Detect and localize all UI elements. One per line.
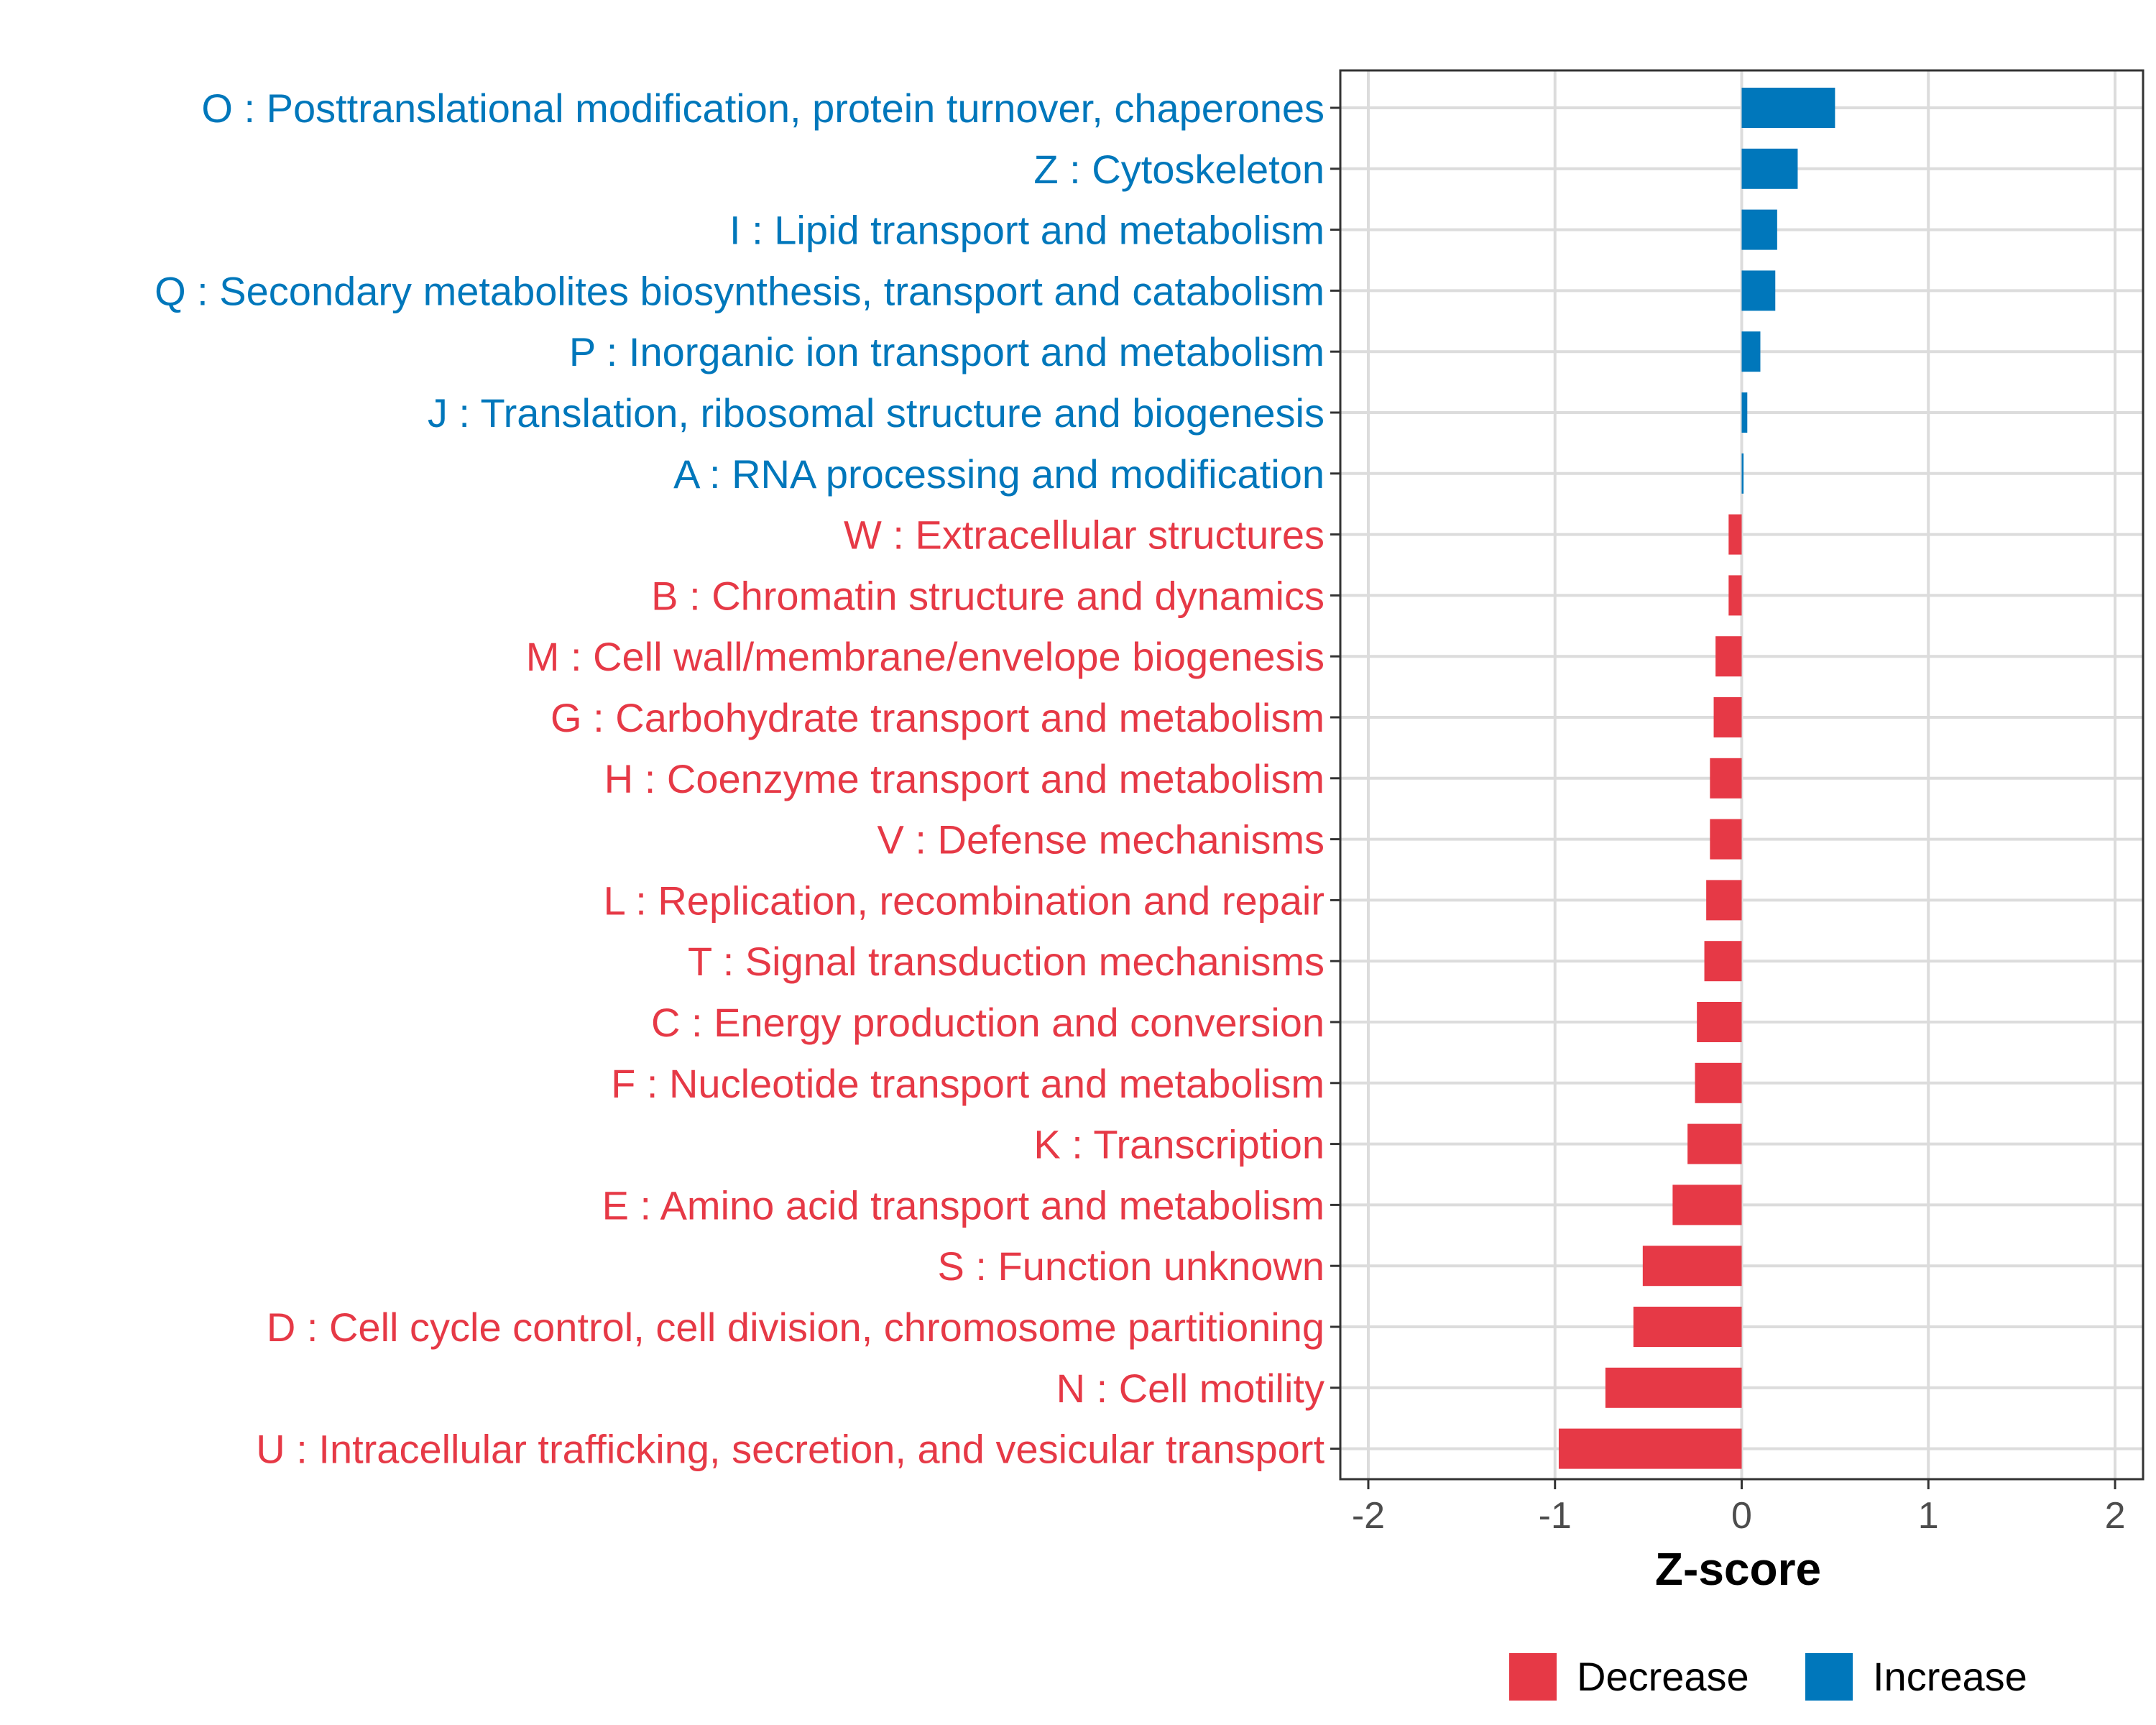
x-tick-label: -2 (1352, 1495, 1385, 1537)
category-label: L : Replication, recombination and repai… (604, 878, 1325, 923)
category-label: M : Cell wall/membrane/envelope biogenes… (526, 634, 1325, 679)
bar (1728, 514, 1742, 555)
category-label: D : Cell cycle control, cell division, c… (267, 1305, 1325, 1350)
bar (1687, 1123, 1742, 1164)
category-label: J : Translation, ribosomal structure and… (428, 390, 1325, 436)
bar (1695, 1062, 1742, 1103)
x-tick-label: 2 (2105, 1495, 2126, 1537)
legend-label: Increase (1873, 1654, 2027, 1699)
category-label: U : Intracellular trafficking, secretion… (256, 1427, 1325, 1472)
category-label: N : Cell motility (1056, 1366, 1325, 1411)
bars (1558, 88, 1835, 1469)
legend: Decrease Increase (1509, 1653, 2027, 1701)
bar (1728, 575, 1742, 616)
x-axis-ticks: -2 -1 0 1 2 (1352, 1479, 2126, 1537)
bar (1605, 1367, 1742, 1408)
x-tick-label: 1 (1918, 1495, 1939, 1537)
category-label: B : Chromatin structure and dynamics (651, 573, 1325, 618)
bar (1706, 880, 1742, 921)
bar (1741, 331, 1761, 372)
bar (1741, 88, 1835, 128)
legend-swatch (1509, 1653, 1557, 1701)
legend-label: Decrease (1577, 1654, 1749, 1699)
bar (1672, 1184, 1742, 1225)
category-label: Z : Cytoskeleton (1033, 147, 1325, 192)
category-label: H : Coenzyme transport and metabolism (604, 756, 1325, 801)
bar (1697, 1002, 1742, 1042)
bar (1633, 1307, 1742, 1347)
category-label: P : Inorganic ion transport and metaboli… (569, 329, 1325, 374)
bar (1741, 392, 1748, 433)
bar (1710, 758, 1742, 799)
x-tick-label: -1 (1539, 1495, 1572, 1537)
bar (1710, 819, 1742, 860)
category-label: T : Signal transduction mechanisms (688, 939, 1325, 984)
bar (1715, 636, 1742, 677)
bar (1741, 148, 1798, 189)
bar (1558, 1428, 1742, 1469)
category-label: I : Lipid transport and metabolism (729, 208, 1325, 253)
bar (1642, 1246, 1742, 1287)
category-label: S : Function unknown (937, 1243, 1325, 1289)
category-label: E : Amino acid transport and metabolism (602, 1182, 1325, 1228)
bar (1713, 697, 1742, 737)
x-axis-title: Z-score (1655, 1543, 1821, 1595)
y-axis-ticks (1330, 106, 1340, 1450)
bar (1741, 209, 1777, 250)
category-label: Q : Secondary metabolites biosynthesis, … (155, 268, 1325, 313)
bar (1741, 270, 1776, 311)
legend-swatch (1805, 1653, 1853, 1701)
category-label: C : Energy production and conversion (651, 1000, 1325, 1045)
category-label: G : Carbohydrate transport and metabolis… (550, 695, 1325, 740)
category-label: F : Nucleotide transport and metabolism (611, 1061, 1325, 1106)
category-label: O : Posttranslational modification, prot… (201, 86, 1325, 131)
category-label: A : RNA processing and modification (673, 451, 1325, 497)
category-label: W : Extracellular structures (844, 512, 1325, 558)
bar (1741, 453, 1744, 494)
x-tick-label: 0 (1731, 1495, 1752, 1537)
category-labels: O : Posttranslational modification, prot… (155, 86, 1325, 1472)
category-label: V : Defense mechanisms (877, 817, 1325, 862)
category-label: K : Transcription (1033, 1122, 1325, 1167)
bar (1704, 941, 1742, 982)
